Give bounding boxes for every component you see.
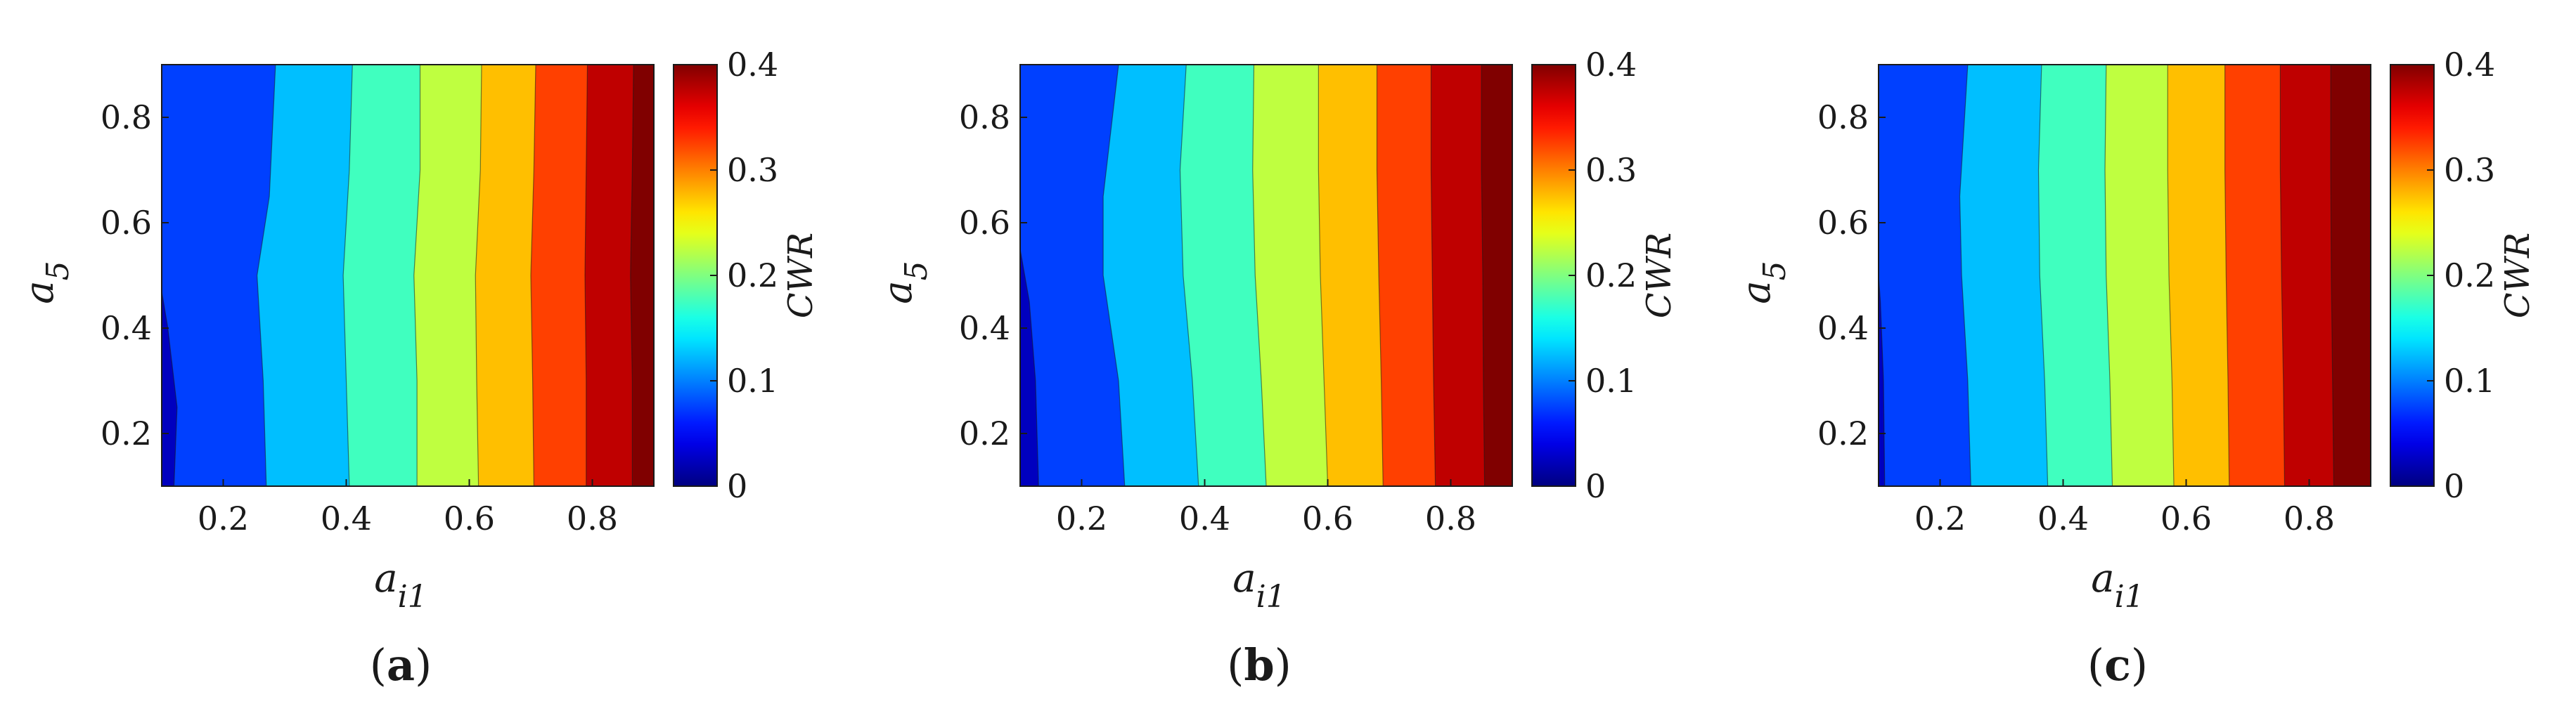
colorbar-tick-label: 0 (2444, 467, 2464, 505)
contour-line (1102, 65, 1126, 486)
plot-frame (1019, 64, 1513, 487)
contour-chart-svg: 0.2 0.4 0.6 0.8 0.2 0.4 0.6 0.8 ai1 a5 0 0.1 0.2 0.3 0… (1734, 46, 2537, 691)
colorbar-tick-label: 0.4 (2444, 46, 2495, 84)
contour-line (1318, 65, 1329, 486)
contour-line (1430, 65, 1436, 486)
y-tick-label: 0.2 (959, 415, 1010, 452)
contour-band (630, 65, 654, 486)
contour-line (584, 65, 588, 486)
x-tick-label: 0.4 (2037, 500, 2089, 537)
colorbar-tick-label: 0.3 (2444, 151, 2495, 189)
y-tick-label: 0.4 (101, 309, 152, 347)
y-tick-label: 0.6 (1817, 204, 1869, 242)
contour-line (2279, 65, 2286, 486)
x-tick-label: 0.2 (198, 500, 249, 537)
contour-chart-svg: 0.2 0.4 0.6 0.8 0.2 0.4 0.6 0.8 ai1 a5 0 0.1 0.2 0.3 0… (17, 46, 820, 691)
contour-chart-svg: 0.2 0.4 0.6 0.8 0.2 0.4 0.6 0.8 ai1 a5 0 0.1 0.2 0.3 0… (875, 46, 1679, 691)
colorbar-tick-label: 0 (727, 467, 747, 505)
contour-line (2330, 65, 2335, 486)
colorbar-tick-label: 0.2 (2444, 256, 2495, 294)
contour-line (2037, 65, 2049, 486)
colorbar-tick-label: 0 (1585, 467, 1606, 505)
contour-line (1481, 65, 1486, 486)
contour-line (413, 65, 421, 486)
contour-line (2224, 65, 2230, 486)
contour-line (1959, 65, 1971, 486)
colorbar-tick-label: 0.4 (727, 46, 778, 84)
panel-label: (a) (370, 639, 432, 691)
y-axis-label: a5 (1734, 261, 1793, 304)
colorbar-tick-label: 0.1 (727, 362, 778, 400)
colorbar (673, 64, 718, 487)
panel-label: (c) (2087, 639, 2148, 691)
y-tick-label: 0.6 (959, 204, 1010, 242)
x-tick-label: 0.2 (1056, 500, 1107, 537)
contour-line (630, 65, 634, 486)
y-tick-label: 0.4 (1817, 309, 1869, 347)
y-tick-label: 0.8 (1817, 98, 1869, 136)
x-axis-label: ai1 (2091, 556, 2144, 615)
panel-label: (b) (1227, 639, 1292, 691)
y-axis-label: a5 (17, 261, 76, 304)
plot-frame (1878, 64, 2371, 487)
contour-line (475, 65, 482, 486)
plot-frame (161, 64, 655, 487)
contour-line (1376, 65, 1384, 486)
colorbar-tick-label: 0.4 (1585, 46, 1637, 84)
contour-line (342, 65, 353, 486)
colorbar-tick-label: 0.1 (1585, 362, 1637, 400)
chart-panel-b: 0.2 0.4 0.6 0.8 0.2 0.4 0.6 0.8 ai1 a5 0 0.1 0.2 0.3 0… (858, 0, 1717, 711)
contour-line (257, 65, 276, 486)
y-tick-label: 0.4 (959, 309, 1010, 347)
colorbar-label: CWR (2498, 233, 2537, 318)
contour-line (1179, 65, 1199, 486)
colorbar (2390, 64, 2435, 487)
contour-line (2167, 65, 2175, 486)
y-tick-label: 0.2 (101, 415, 152, 452)
x-tick-label: 0.8 (1425, 500, 1476, 537)
y-tick-label: 0.6 (101, 204, 152, 242)
x-tick-label: 0.4 (1179, 500, 1230, 537)
chart-panel-a: 0.2 0.4 0.6 0.8 0.2 0.4 0.6 0.8 ai1 a5 0 0.1 0.2 0.3 0… (0, 0, 858, 711)
contour-band (2331, 65, 2371, 486)
chart-panel-c: 0.2 0.4 0.6 0.8 0.2 0.4 0.6 0.8 ai1 a5 0 0.1 0.2 0.3 0… (1717, 0, 2575, 711)
y-tick-label: 0.8 (959, 98, 1010, 136)
contour-band (1481, 65, 1512, 486)
y-tick-label: 0.8 (101, 98, 152, 136)
x-tick-label: 0.4 (321, 500, 372, 537)
x-tick-label: 0.8 (2284, 500, 2335, 537)
y-tick-label: 0.2 (1817, 415, 1869, 452)
y-axis-label: a5 (875, 261, 934, 304)
contour-line (530, 65, 536, 486)
x-tick-label: 0.8 (567, 500, 618, 537)
contour-line (162, 291, 178, 486)
colorbar-tick-label: 0.1 (2444, 362, 2495, 400)
colorbar-label: CWR (781, 233, 820, 318)
contour-line (1020, 249, 1039, 486)
x-tick-label: 0.6 (444, 500, 495, 537)
contour-line (2104, 65, 2113, 486)
colorbar-label: CWR (1640, 233, 1679, 318)
colorbar-tick-label: 0.2 (1585, 256, 1637, 294)
colorbar-tick-label: 0.2 (727, 256, 778, 294)
x-axis-label: ai1 (1232, 556, 1285, 615)
colorbar-tick-label: 0.3 (727, 151, 778, 189)
colorbar (1531, 64, 1576, 487)
x-axis-label: ai1 (374, 556, 427, 615)
colorbar-tick-label: 0.3 (1585, 151, 1637, 189)
contour-line (1252, 65, 1267, 486)
x-tick-label: 0.6 (1302, 500, 1353, 537)
x-tick-label: 0.6 (2160, 500, 2212, 537)
x-tick-label: 0.2 (1914, 500, 1966, 537)
